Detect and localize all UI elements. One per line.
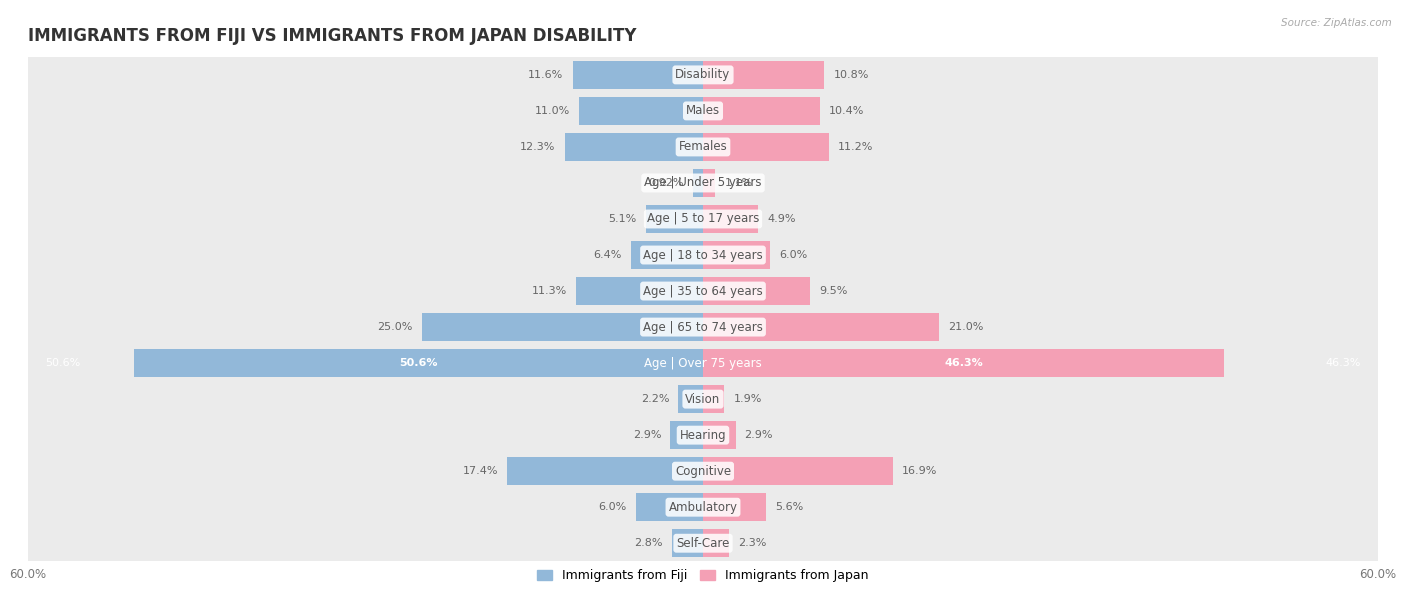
Bar (28, 381, 1378, 417)
Text: Hearing: Hearing (679, 428, 727, 442)
Text: Age | Over 75 years: Age | Over 75 years (644, 357, 762, 370)
Bar (703, 529, 728, 558)
Text: 2.3%: 2.3% (738, 538, 766, 548)
Bar (703, 421, 735, 449)
Text: 11.3%: 11.3% (531, 286, 567, 296)
Text: Age | 35 to 64 years: Age | 35 to 64 years (643, 285, 763, 297)
Text: 2.9%: 2.9% (745, 430, 773, 440)
Bar (134, 349, 703, 377)
Bar (565, 133, 703, 161)
Text: 46.3%: 46.3% (943, 358, 983, 368)
Bar (703, 169, 716, 197)
Bar (28, 417, 1378, 453)
Text: Age | 18 to 34 years: Age | 18 to 34 years (643, 248, 763, 261)
Text: 6.4%: 6.4% (593, 250, 621, 260)
Text: 46.3%: 46.3% (1326, 358, 1361, 368)
Text: Self-Care: Self-Care (676, 537, 730, 550)
Bar (671, 421, 703, 449)
Text: 11.0%: 11.0% (536, 106, 571, 116)
Text: 10.4%: 10.4% (830, 106, 865, 116)
Text: 5.1%: 5.1% (609, 214, 637, 224)
Bar (693, 169, 703, 197)
Text: 0.92%: 0.92% (648, 178, 683, 188)
Text: 17.4%: 17.4% (463, 466, 498, 476)
Bar (703, 133, 830, 161)
Text: Males: Males (686, 105, 720, 118)
Text: Vision: Vision (685, 393, 721, 406)
Bar (703, 349, 1223, 377)
Text: 2.8%: 2.8% (634, 538, 662, 548)
Bar (28, 93, 1378, 129)
Text: 6.0%: 6.0% (779, 250, 807, 260)
Bar (28, 237, 1378, 273)
Text: Age | 65 to 74 years: Age | 65 to 74 years (643, 321, 763, 334)
Bar (28, 201, 1378, 237)
Bar (28, 273, 1378, 309)
Text: Age | 5 to 17 years: Age | 5 to 17 years (647, 212, 759, 225)
Text: 10.8%: 10.8% (834, 70, 869, 80)
Bar (508, 457, 703, 485)
Bar (703, 61, 824, 89)
Text: Ambulatory: Ambulatory (668, 501, 738, 513)
Bar (636, 493, 703, 521)
Bar (28, 453, 1378, 489)
Text: Females: Females (679, 140, 727, 154)
Text: Disability: Disability (675, 69, 731, 81)
Bar (572, 61, 703, 89)
Bar (703, 313, 939, 341)
Bar (672, 529, 703, 558)
Text: 5.6%: 5.6% (775, 502, 803, 512)
Text: 50.6%: 50.6% (45, 358, 80, 368)
Bar (703, 493, 766, 521)
Text: 2.9%: 2.9% (633, 430, 661, 440)
Text: 21.0%: 21.0% (948, 322, 984, 332)
Text: Source: ZipAtlas.com: Source: ZipAtlas.com (1281, 18, 1392, 28)
Bar (28, 165, 1378, 201)
Text: IMMIGRANTS FROM FIJI VS IMMIGRANTS FROM JAPAN DISABILITY: IMMIGRANTS FROM FIJI VS IMMIGRANTS FROM … (28, 27, 637, 45)
Text: Age | Under 5 years: Age | Under 5 years (644, 176, 762, 190)
Text: 50.6%: 50.6% (399, 358, 437, 368)
Text: Cognitive: Cognitive (675, 465, 731, 478)
Bar (28, 345, 1378, 381)
Bar (576, 277, 703, 305)
Bar (703, 241, 770, 269)
Text: 1.9%: 1.9% (734, 394, 762, 404)
Text: 25.0%: 25.0% (377, 322, 413, 332)
Legend: Immigrants from Fiji, Immigrants from Japan: Immigrants from Fiji, Immigrants from Ja… (533, 564, 873, 588)
Bar (678, 385, 703, 413)
Text: 6.0%: 6.0% (599, 502, 627, 512)
Text: 1.1%: 1.1% (724, 178, 752, 188)
Bar (28, 309, 1378, 345)
Bar (645, 205, 703, 233)
Bar (631, 241, 703, 269)
Text: 16.9%: 16.9% (903, 466, 938, 476)
Bar (703, 385, 724, 413)
Bar (28, 525, 1378, 561)
Bar (28, 129, 1378, 165)
Text: 11.2%: 11.2% (838, 142, 873, 152)
Bar (579, 97, 703, 125)
Bar (422, 313, 703, 341)
Text: 4.9%: 4.9% (768, 214, 796, 224)
Text: 2.2%: 2.2% (641, 394, 669, 404)
Text: 12.3%: 12.3% (520, 142, 555, 152)
Bar (28, 57, 1378, 93)
Bar (703, 97, 820, 125)
Bar (703, 277, 810, 305)
Text: 9.5%: 9.5% (818, 286, 848, 296)
Bar (703, 205, 758, 233)
Bar (28, 489, 1378, 525)
Text: 11.6%: 11.6% (529, 70, 564, 80)
Bar (703, 457, 893, 485)
